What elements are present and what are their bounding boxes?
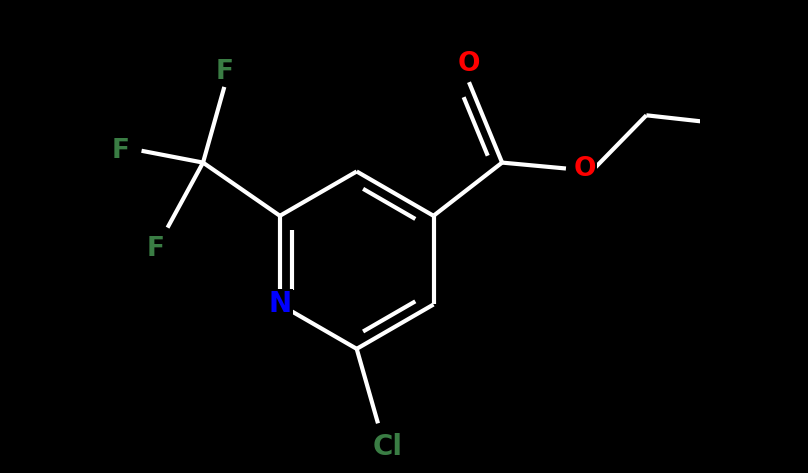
Text: Cl: Cl (372, 433, 402, 461)
Text: F: F (215, 59, 234, 85)
Text: O: O (457, 52, 480, 78)
Text: F: F (112, 138, 129, 164)
Text: N: N (268, 290, 292, 318)
Text: O: O (574, 156, 596, 182)
Text: F: F (147, 236, 165, 262)
